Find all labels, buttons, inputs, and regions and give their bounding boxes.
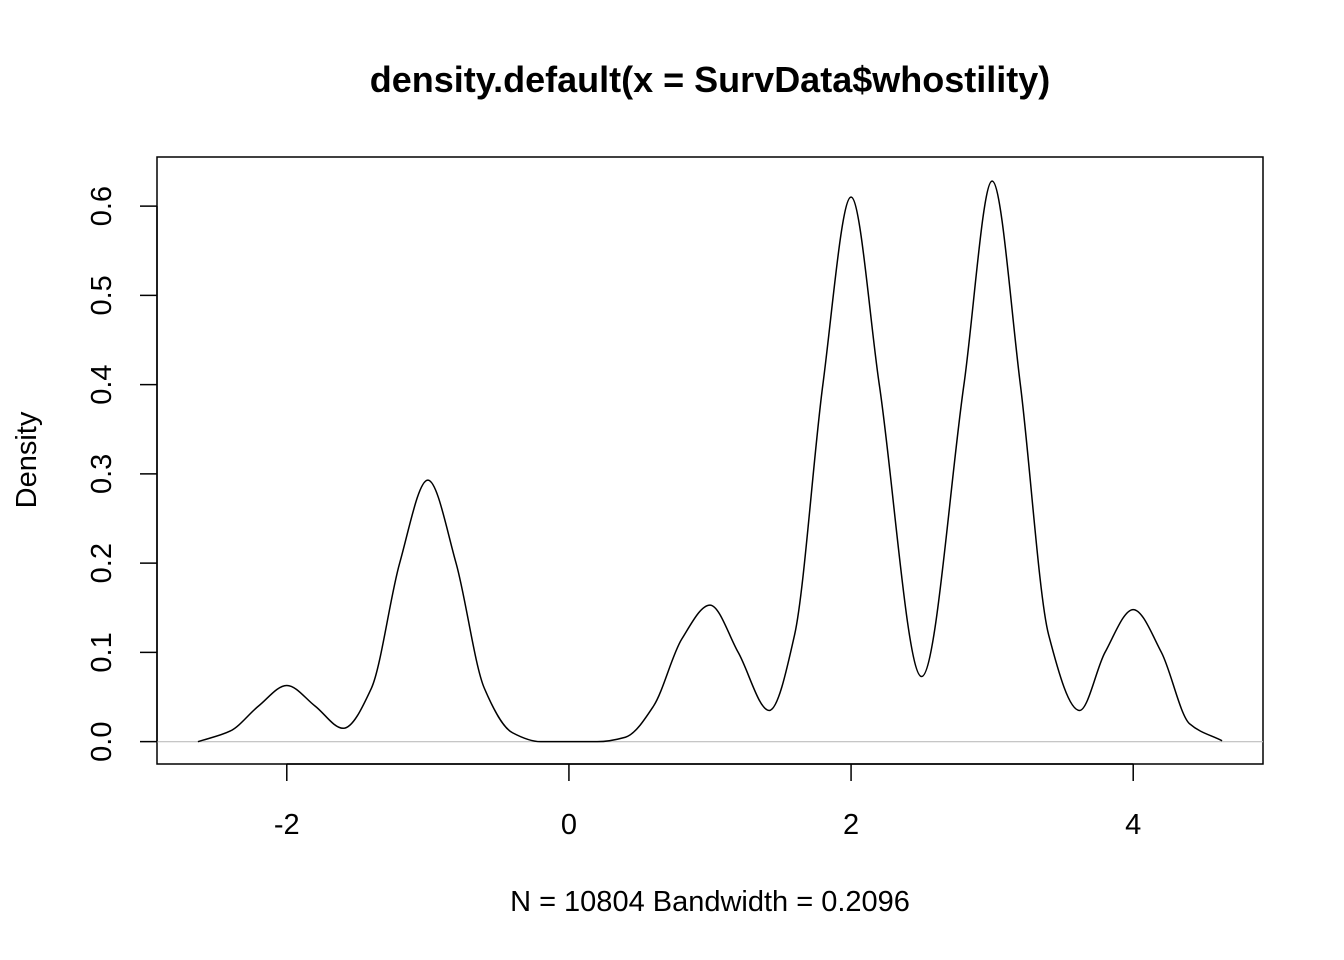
y-tick-label: 0.1 [86,632,118,672]
chart-title: density.default(x = SurvData$whostility) [370,59,1050,100]
y-tick-label: 0.5 [86,275,118,315]
y-tick-label: 0.0 [86,722,118,762]
x-axis-label: N = 10804 Bandwidth = 0.2096 [510,886,910,918]
x-tick-label: 0 [561,809,577,841]
y-axis-label: Density [11,411,43,508]
x-tick-label: 2 [843,809,859,841]
y-axis: 0.0 0.1 0.2 0.3 0.4 0.5 0.6 [86,186,158,762]
x-axis: -2 0 2 4 [274,763,1141,841]
x-tick-label: -2 [274,809,300,841]
y-tick-label: 0.4 [86,364,118,404]
y-tick-label: 0.3 [86,454,118,494]
x-tick-label: 4 [1125,809,1141,841]
y-tick-label: 0.6 [86,186,118,226]
y-tick-label: 0.2 [86,543,118,583]
density-curve [197,180,1223,743]
